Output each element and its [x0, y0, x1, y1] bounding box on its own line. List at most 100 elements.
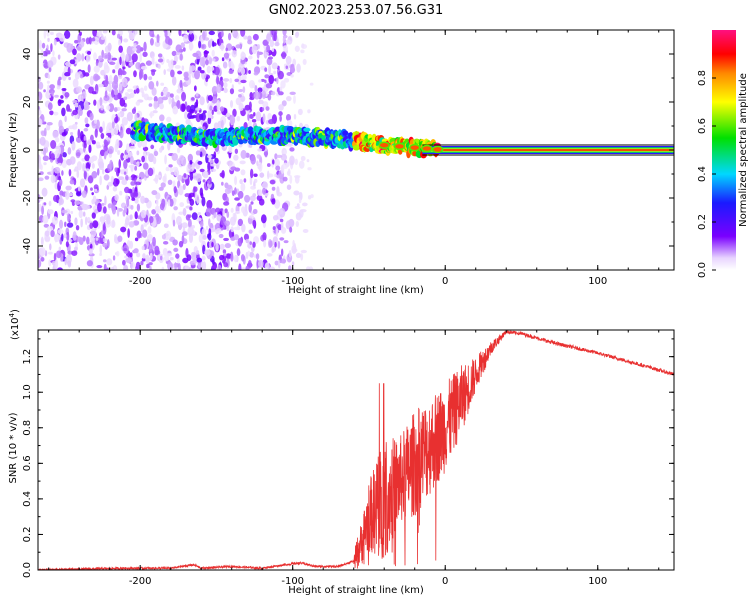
spectrogram-noise-cell: [306, 159, 310, 163]
spectrogram-noise-cell: [43, 127, 47, 137]
spectrogram-noise-cell: [208, 218, 211, 227]
spectrogram-noise-cell: [187, 112, 193, 120]
spectrogram-noise-cell: [135, 181, 141, 186]
spectrogram-noise-cell: [77, 186, 81, 192]
spectrogram-noise-cell: [116, 250, 120, 257]
spectrogram-noise-cell: [148, 262, 153, 266]
spectrogram-y-tick-label: -40: [22, 238, 33, 254]
spectrogram-noise-cell: [180, 42, 185, 48]
spectrogram-noise-cell: [252, 33, 259, 41]
spectrogram-noise-cell: [46, 124, 51, 131]
spectrogram-noise-cell: [298, 198, 302, 204]
spectrogram-noise-cell: [282, 35, 286, 44]
spectrogram-noise-cell: [54, 94, 59, 98]
spectrogram-noise-cell: [58, 175, 62, 181]
spectrogram-x-tick-label: 100: [588, 276, 607, 287]
spectrogram-noise-cell: [98, 161, 105, 168]
spectrogram-noise-cell: [229, 88, 235, 95]
spectrogram-noise-cell: [153, 95, 158, 103]
spectrogram-noise-cell: [117, 150, 121, 156]
spectrogram-noise-cell: [223, 262, 229, 268]
spectrogram-noise-cell: [99, 252, 103, 257]
spectrogram-noise-cell: [86, 204, 91, 209]
spectrogram-noise-cell: [134, 197, 139, 204]
spectrogram-noise-cell: [92, 30, 98, 37]
spectrogram-noise-cell: [290, 74, 294, 78]
spectrogram-noise-cell: [133, 42, 137, 49]
spectrogram-noise-cell: [235, 97, 242, 106]
spectrogram-noise-cell: [294, 45, 300, 52]
spectrogram-noise-cell: [88, 156, 95, 164]
spectrogram-noise-cell: [142, 51, 148, 58]
spectrogram-noise-cell: [136, 161, 140, 167]
spectrogram-noise-cell: [159, 147, 163, 153]
spectrogram-noise-cell: [262, 39, 269, 46]
snr-plot-area: [38, 330, 674, 570]
spectrogram-noise-cell: [262, 187, 267, 195]
spectrogram-noise-cell: [274, 153, 278, 160]
spectrogram-noise-cell: [129, 240, 134, 249]
spectrogram-noise-cell: [89, 75, 94, 86]
spectrogram-noise-cell: [101, 168, 105, 175]
spectrogram-noise-cell: [209, 66, 215, 71]
spectrogram-noise-cell: [199, 57, 205, 67]
spectrogram-noise-cell: [149, 112, 155, 117]
spectrogram-noise-cell: [273, 31, 277, 42]
spectrogram-noise-cell: [100, 132, 105, 140]
spectrogram-noise-cell: [176, 88, 182, 94]
spectrogram-noise-cell: [102, 206, 107, 214]
spectrogram-noise-cell: [70, 210, 74, 215]
spectrogram-noise-cell: [153, 178, 159, 182]
spectrogram-noise-cell: [57, 54, 61, 60]
spectrogram-noise-cell: [166, 116, 172, 123]
spectrogram-noise-cell: [170, 69, 175, 78]
spectrogram-noise-cell: [54, 259, 59, 270]
spectrogram-noise-cell: [77, 128, 81, 139]
spectrogram-peak-cell: [408, 143, 421, 152]
spectrogram-noise-cell: [165, 35, 171, 45]
spectrogram-noise-cell: [215, 242, 219, 252]
spectrogram-noise-cell: [195, 92, 199, 97]
spectrogram-noise-cell: [72, 231, 77, 242]
spectrogram-noise-cell: [83, 169, 87, 180]
spectrogram-noise-cell: [208, 30, 215, 36]
spectrogram-noise-cell: [225, 47, 228, 52]
spectrogram-noise-cell: [84, 168, 90, 172]
spectrogram-noise-cell: [216, 111, 222, 115]
spectrogram-noise-cell: [207, 117, 212, 125]
spectrogram-noise-cell: [154, 245, 160, 256]
spectrogram-noise-cell: [262, 101, 269, 108]
spectrogram-noise-cell: [128, 221, 135, 228]
spectrogram-noise-cell: [224, 187, 231, 195]
spectrogram-noise-cell: [83, 127, 89, 132]
spectrogram-noise-cell: [193, 186, 198, 193]
spectrogram-noise-cell: [199, 70, 205, 74]
spectrogram-noise-cell: [46, 31, 50, 37]
spectrogram-noise-cell: [83, 135, 87, 141]
spectrogram-noise-cell: [136, 150, 140, 156]
spectrogram-noise-cell: [123, 171, 127, 175]
spectrogram-noise-cell: [112, 255, 116, 261]
spectrogram-noise-cell: [156, 34, 160, 44]
spectrogram-noise-cell: [266, 44, 271, 53]
spectrogram-noise-cell: [205, 207, 212, 217]
snr-x-tick-label: -200: [129, 576, 152, 587]
spectrogram-noise-cell: [293, 190, 300, 196]
spectrogram-noise-cell: [171, 97, 175, 105]
spectrogram-noise-cell: [250, 155, 256, 165]
spectrogram-noise-cell: [40, 164, 43, 171]
spectrogram-noise-cell: [263, 239, 267, 248]
spectrogram-noise-cell: [122, 259, 126, 266]
spectrogram-noise-cell: [53, 111, 59, 116]
spectrogram-noise-cell: [41, 187, 48, 197]
spectrogram-noise-cell: [229, 100, 234, 108]
spectrogram-noise-cell: [142, 151, 147, 156]
spectrogram-noise-cell: [279, 86, 283, 93]
spectrogram-noise-cell: [195, 217, 202, 222]
spectrogram-noise-cell: [274, 241, 277, 248]
spectrogram-noise-cell: [248, 70, 251, 74]
spectrogram-noise-cell: [155, 215, 162, 225]
spectrogram-noise-cell: [224, 220, 231, 227]
spectrogram-noise-cell: [135, 261, 141, 270]
spectrogram-noise-cell: [52, 195, 59, 203]
